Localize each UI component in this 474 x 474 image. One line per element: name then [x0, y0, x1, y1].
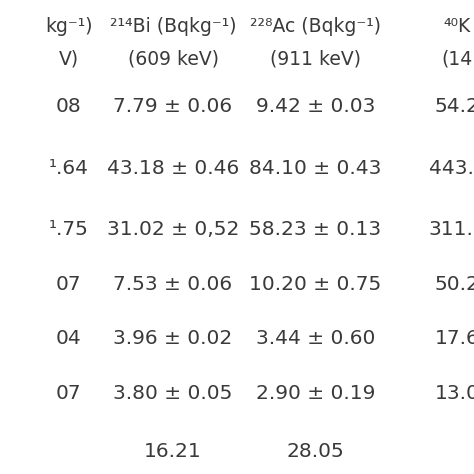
Text: 3.96 ± 0.02: 3.96 ± 0.02 — [113, 329, 233, 348]
Text: 58.23 ± 0.13: 58.23 ± 0.13 — [249, 220, 381, 239]
Text: 7.79 ± 0.06: 7.79 ± 0.06 — [113, 97, 233, 116]
Text: 16.21: 16.21 — [144, 442, 202, 461]
Text: 3.44 ± 0.60: 3.44 ± 0.60 — [255, 329, 375, 348]
Text: ¹.64: ¹.64 — [49, 159, 89, 178]
Text: 7.53 ± 0.06: 7.53 ± 0.06 — [113, 275, 233, 294]
Text: 9.42 ± 0.03: 9.42 ± 0.03 — [255, 97, 375, 116]
Text: 31.02 ± 0,52: 31.02 ± 0,52 — [107, 220, 239, 239]
Text: 28.05: 28.05 — [286, 442, 344, 461]
Text: 04: 04 — [56, 329, 82, 348]
Text: 07: 07 — [56, 384, 82, 403]
Text: (911 keV): (911 keV) — [270, 50, 361, 69]
Text: ⁴⁰K: ⁴⁰K — [444, 17, 471, 36]
Text: 43.18 ± 0.46: 43.18 ± 0.46 — [107, 159, 239, 178]
Text: 2.90 ± 0.19: 2.90 ± 0.19 — [255, 384, 375, 403]
Text: 3.80 ± 0.05: 3.80 ± 0.05 — [113, 384, 233, 403]
Text: 13.0: 13.0 — [435, 384, 474, 403]
Text: 443.5: 443.5 — [428, 159, 474, 178]
Text: 54.2: 54.2 — [435, 97, 474, 116]
Text: 311.7: 311.7 — [428, 220, 474, 239]
Text: kg⁻¹): kg⁻¹) — [45, 17, 92, 36]
Text: ²²⁸Ac (Bqkg⁻¹): ²²⁸Ac (Bqkg⁻¹) — [250, 17, 381, 36]
Text: (609 keV): (609 keV) — [128, 50, 219, 69]
Text: V): V) — [59, 50, 79, 69]
Text: 50.2: 50.2 — [435, 275, 474, 294]
Text: (14: (14 — [442, 50, 473, 69]
Text: 07: 07 — [56, 275, 82, 294]
Text: 08: 08 — [56, 97, 82, 116]
Text: ²¹⁴Bi (Bqkg⁻¹): ²¹⁴Bi (Bqkg⁻¹) — [110, 17, 236, 36]
Text: 10.20 ± 0.75: 10.20 ± 0.75 — [249, 275, 382, 294]
Text: 84.10 ± 0.43: 84.10 ± 0.43 — [249, 159, 382, 178]
Text: 17.6: 17.6 — [435, 329, 474, 348]
Text: ¹.75: ¹.75 — [49, 220, 89, 239]
